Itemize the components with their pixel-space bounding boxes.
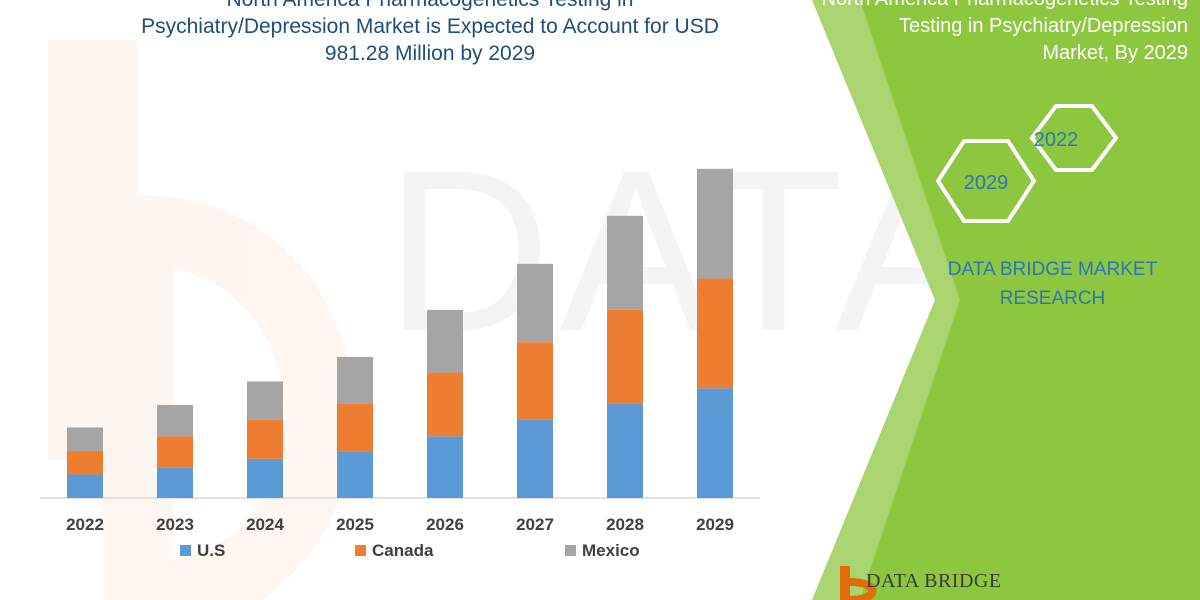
- chart-title-line-3: 981.28 Million by 2029: [324, 42, 536, 65]
- bar-us-2026: [427, 436, 463, 498]
- bar-mexico-2025: [337, 356, 373, 404]
- bar-us-2028: [607, 403, 643, 498]
- legend-label-us: U.S: [197, 541, 225, 560]
- legend-swatch-us: [180, 545, 191, 556]
- hexagon-2022-shape: [1029, 104, 1119, 172]
- x-tick-label-2027: 2027: [516, 515, 554, 534]
- bar-mexico-2028: [607, 215, 643, 310]
- bar-canada-2028: [607, 309, 643, 404]
- x-tick-labels: 2022 2023 2024 2025 2026 2027 2028 2029: [66, 515, 734, 534]
- bars-group: [67, 168, 733, 498]
- x-tick-label-2022: 2022: [66, 515, 104, 534]
- logo-text: DATA BRIDGE: [866, 570, 1002, 592]
- db-logo-icon: [840, 566, 877, 600]
- side-panel-title: North America Pharmacogenetics Testing T…: [808, 0, 1188, 67]
- bar-canada-2022: [67, 450, 103, 475]
- stacked-bar-chart: 2022 2023 2024 2025 2026 2027 2028 2029 U.S Cana…: [40, 168, 760, 560]
- legend-swatch-canada: [355, 545, 366, 556]
- bar-us-2027: [517, 419, 553, 498]
- brand-name: DATA BRIDGE MARKET RESEARCH: [930, 255, 1175, 313]
- bar-mexico-2029: [697, 168, 733, 279]
- chart-title: North America Pharmacogenetics Testing i…: [60, 0, 800, 67]
- side-panel-background: [812, 0, 1200, 600]
- bar-us-2023: [157, 467, 193, 498]
- hexagon-2029-label: 2029: [964, 172, 1009, 194]
- hexagon-2029-shape: [935, 139, 1037, 223]
- side-title-line-1: North America Pharmacogenetics Testing: [808, 0, 1188, 13]
- bar-mexico-2026: [427, 309, 463, 373]
- legend-label-canada: Canada: [372, 541, 434, 560]
- brand-line-1: DATA BRIDGE MARKET: [947, 259, 1158, 280]
- side-panel-light-curve: [812, 0, 960, 600]
- watermark-logo-arc: [103, 194, 355, 600]
- bar-canada-2029: [697, 278, 733, 389]
- x-tick-label-2025: 2025: [336, 515, 374, 534]
- db-logo-bar: [840, 566, 850, 600]
- db-logo-arc: [849, 578, 877, 600]
- x-tick-label-2029: 2029: [696, 515, 734, 534]
- bar-mexico-2023: [157, 404, 193, 437]
- watermark-logo-bar: [48, 40, 138, 460]
- bar-mexico-2027: [517, 263, 553, 343]
- bar-us-2029: [697, 388, 733, 498]
- bar-canada-2024: [247, 419, 283, 459]
- bar-canada-2025: [337, 403, 373, 452]
- chart-title-line-1: North America Pharmacogenetics Testing i…: [60, 0, 800, 13]
- bar-canada-2026: [427, 372, 463, 437]
- legend: U.S Canada Mexico: [180, 541, 640, 560]
- bar-canada-2027: [517, 342, 553, 420]
- side-title-line-3: Market, By 2029: [1042, 42, 1188, 64]
- brand-line-2: RESEARCH: [999, 288, 1106, 309]
- bar-us-2022: [67, 474, 103, 498]
- legend-swatch-mexico: [565, 545, 576, 556]
- legend-label-mexico: Mexico: [582, 541, 640, 560]
- bar-mexico-2024: [247, 381, 283, 420]
- side-title-line-2: Testing in Psychiatry/Depression: [898, 15, 1188, 37]
- x-tick-label-2023: 2023: [156, 515, 194, 534]
- bar-us-2025: [337, 451, 373, 498]
- x-tick-label-2028: 2028: [606, 515, 644, 534]
- hexagon-2022-label: 2022: [1034, 129, 1079, 151]
- x-tick-label-2026: 2026: [426, 515, 464, 534]
- bar-mexico-2022: [67, 427, 103, 451]
- bar-us-2024: [247, 458, 283, 498]
- bar-canada-2023: [157, 436, 193, 468]
- chart-title-line-2: Psychiatry/Depression Market is Expected…: [141, 15, 719, 38]
- x-tick-label-2024: 2024: [246, 515, 284, 534]
